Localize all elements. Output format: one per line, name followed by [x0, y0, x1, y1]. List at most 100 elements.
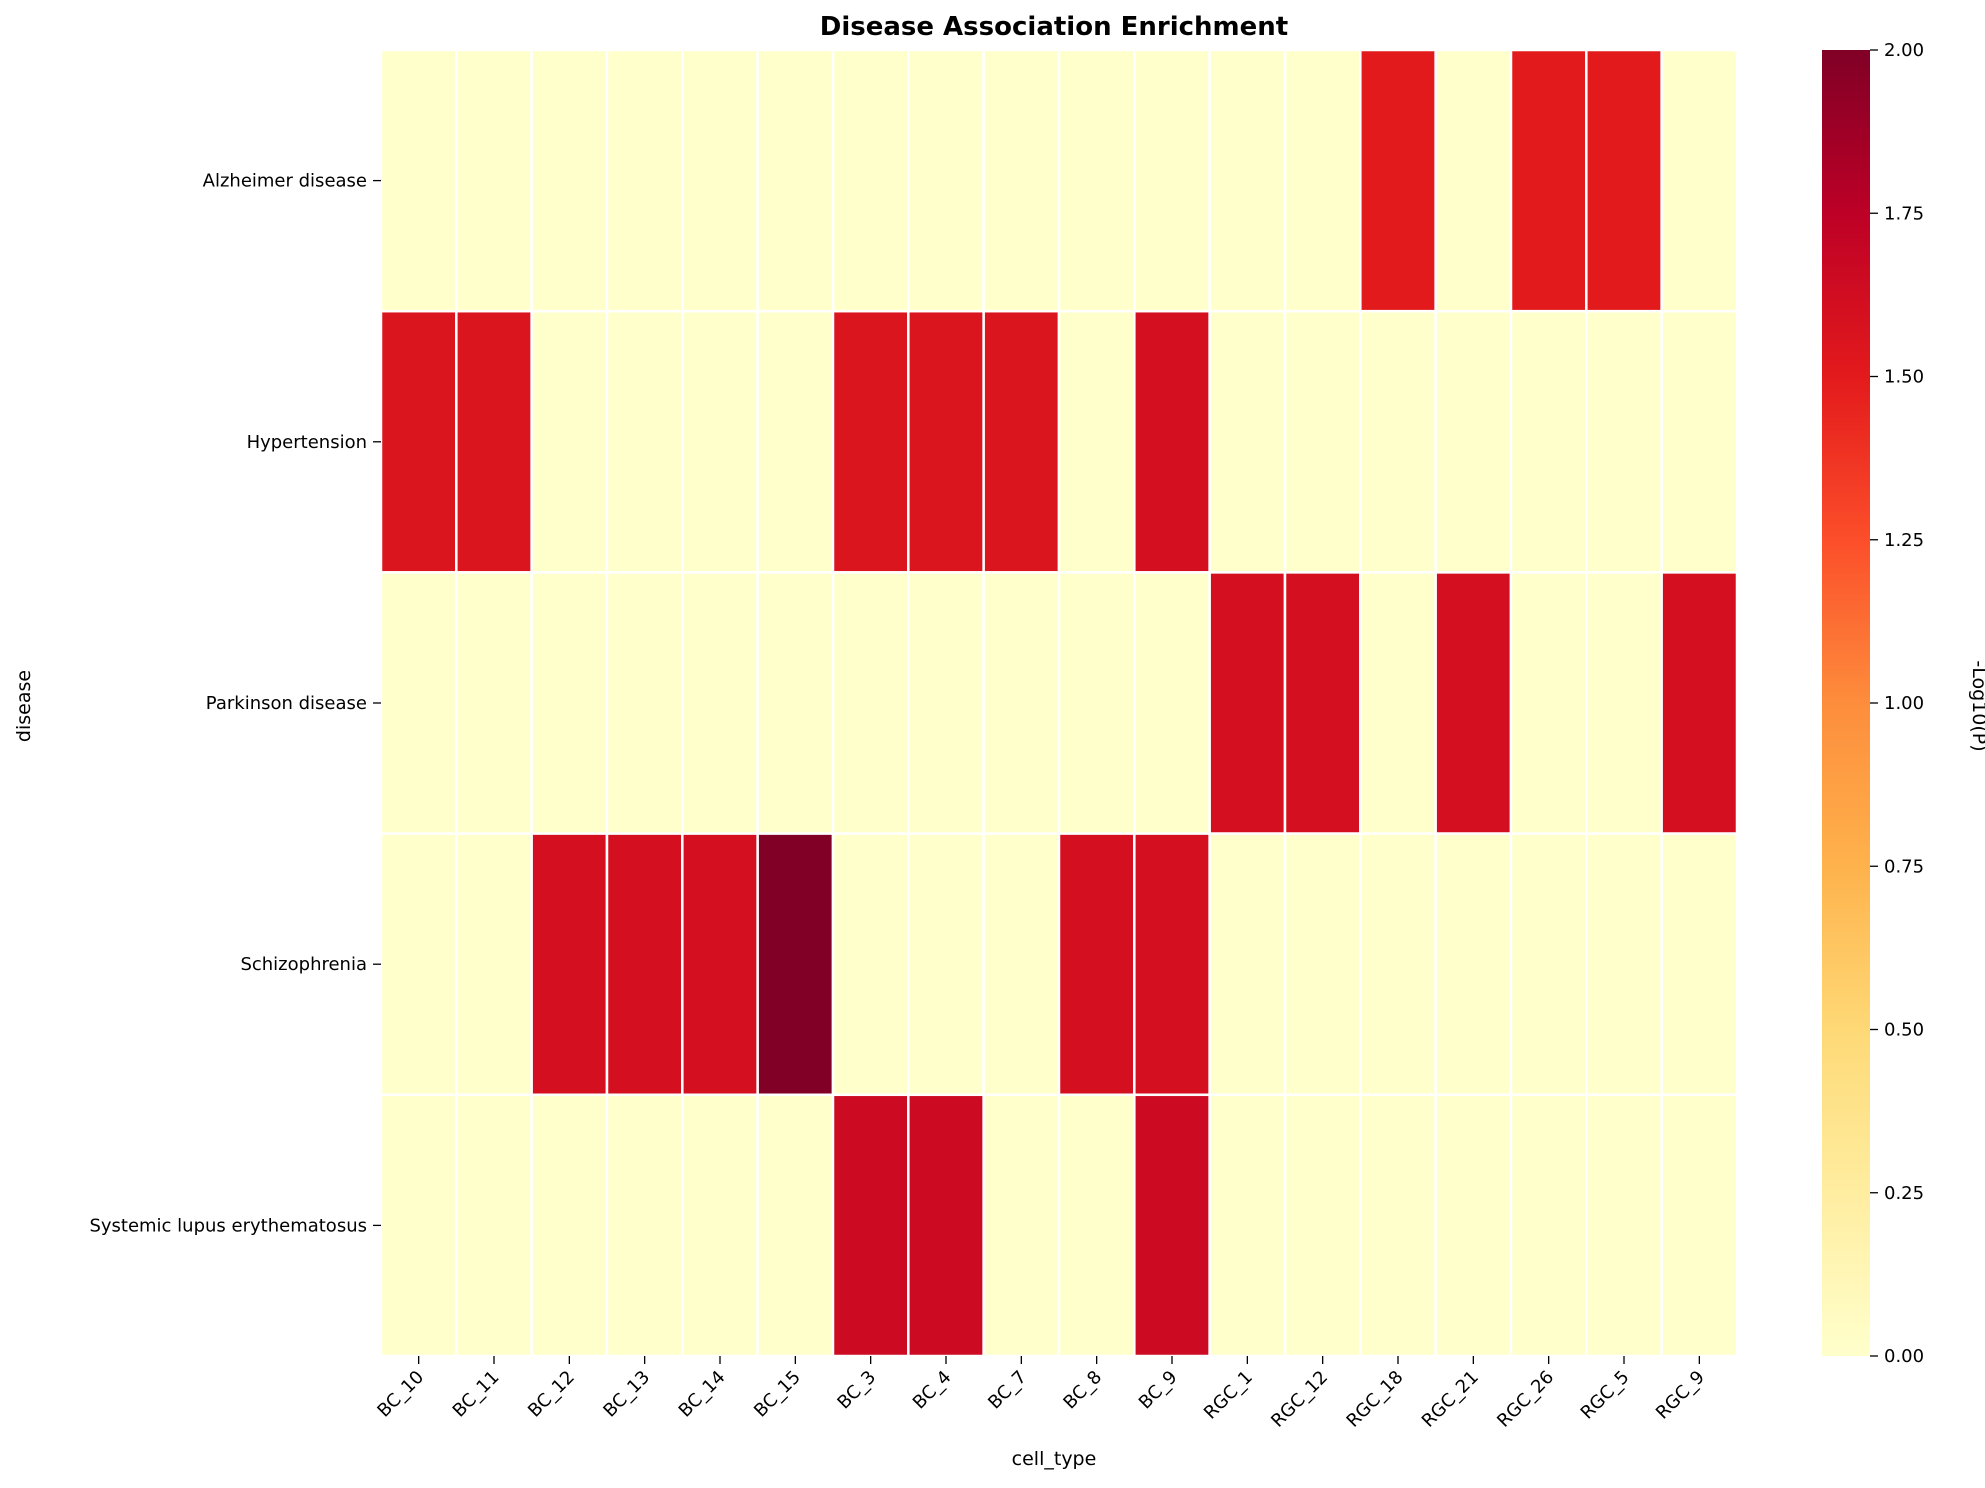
heatmap-cell	[379, 1093, 458, 1358]
heatmap-cell	[1434, 571, 1513, 835]
heatmap-cell	[831, 48, 910, 313]
heatmap-cell	[756, 309, 835, 574]
colorbar-ticks: 0.00 0.25 0.50 0.75 1.00 1.25 1.50 1.75 2.00	[1870, 40, 1924, 1367]
heatmap-cell	[379, 309, 458, 574]
heatmap-cell	[1434, 48, 1513, 313]
heatmap-cell	[1208, 309, 1287, 574]
x-tick-label: BC_13	[599, 1367, 654, 1422]
heatmap-cell	[1283, 832, 1362, 1097]
heatmap-cell	[1585, 309, 1663, 574]
heatmap-cell	[982, 309, 1061, 574]
heatmap-cell	[1057, 832, 1136, 1097]
y-tick-label: Systemic lupus erythematosus	[89, 1215, 367, 1236]
x-tick-label: BC_15	[750, 1367, 805, 1422]
x-tick-label: RGC_18	[1343, 1367, 1408, 1432]
heatmap-cell	[605, 309, 684, 574]
y-tick-label: Parkinson disease	[206, 693, 367, 714]
x-axis-label: cell_type	[1012, 1448, 1097, 1470]
x-tick-label: BC_11	[449, 1367, 504, 1422]
chart-title: Disease Association Enrichment	[820, 12, 1288, 42]
heatmap-cell	[982, 571, 1061, 835]
heatmap-cell	[1660, 48, 1739, 313]
y-axis-label: disease	[13, 670, 35, 742]
heatmap-cell	[455, 832, 533, 1097]
heatmap-cell	[907, 571, 985, 835]
heatmap-cell	[907, 309, 985, 574]
heatmap-cell	[1585, 1093, 1663, 1358]
heatmap-cell	[681, 1093, 759, 1358]
heatmap-cell	[605, 571, 684, 835]
heatmap-cell	[1585, 832, 1663, 1097]
heatmap-cell	[1660, 1093, 1739, 1358]
heatmap-cell	[831, 1093, 910, 1358]
heatmap-cell	[379, 48, 458, 313]
heatmap-cell	[455, 309, 533, 574]
x-tick-label: BC_10	[373, 1367, 428, 1422]
heatmap-cell	[1283, 1093, 1362, 1358]
heatmap-cell	[1359, 571, 1437, 835]
y-axis-ticks: Alzheimer disease Hypertension Parkinson d…	[89, 171, 381, 1236]
heatmap-cell	[1509, 1093, 1588, 1358]
heatmap-cell	[605, 1093, 684, 1358]
heatmap-cell	[1133, 48, 1211, 313]
heatmap-cell	[1585, 48, 1663, 313]
heatmap-cell	[455, 48, 533, 313]
heatmap-cell	[756, 48, 835, 313]
y-tick-label: Schizophrenia	[240, 954, 367, 975]
heatmap-cell	[756, 832, 835, 1097]
heatmap-cell	[1208, 1093, 1287, 1358]
x-tick-label: RGC_12	[1267, 1367, 1332, 1432]
heatmap-cell	[1509, 48, 1588, 313]
heatmap-cell	[756, 1093, 835, 1358]
x-tick-label: BC_9	[1135, 1367, 1182, 1414]
x-tick-label: BC_8	[1059, 1367, 1106, 1414]
colorbar-tick-label: 1.25	[1884, 530, 1924, 551]
heatmap-cell	[1359, 48, 1437, 313]
heatmap-cell	[1208, 571, 1287, 835]
heatmap-cell	[530, 48, 609, 313]
heatmap-cell	[982, 48, 1061, 313]
heatmap-cell	[1208, 48, 1287, 313]
x-tick-label: BC_3	[833, 1367, 880, 1414]
heatmap-cell	[982, 832, 1061, 1097]
heatmap-cell	[530, 832, 609, 1097]
heatmap-cell	[1434, 832, 1513, 1097]
heatmap-cell	[1585, 571, 1663, 835]
heatmap-cell	[530, 1093, 609, 1358]
heatmap-cell	[1133, 832, 1211, 1097]
heatmap-cell	[1283, 309, 1362, 574]
x-tick-label: RGC_26	[1493, 1367, 1558, 1432]
heatmap-cell	[831, 832, 910, 1097]
heatmap-cell	[1434, 1093, 1513, 1358]
heatmap-cell	[455, 1093, 533, 1358]
x-tick-label: BC_7	[984, 1367, 1031, 1414]
heatmap-cell	[681, 832, 759, 1097]
heatmap-cell	[1660, 571, 1739, 835]
heatmap-cell	[1057, 1093, 1136, 1358]
heatmap-cell	[681, 309, 759, 574]
heatmap-cell	[1208, 832, 1287, 1097]
heatmap-cell	[605, 832, 684, 1097]
colorbar-label: -Log10(P)	[1968, 660, 1985, 751]
heatmap-cell	[379, 571, 458, 835]
colorbar-tick-label: 1.00	[1884, 693, 1924, 714]
heatmap-cell	[1660, 309, 1739, 574]
heatmap-cell	[1359, 832, 1437, 1097]
heatmap-cell	[1133, 309, 1211, 574]
x-axis-ticks: BC_10 BC_11 BC_12 BC_13 BC_14 BC_15 BC_3 BC_4 BC…	[373, 1356, 1709, 1432]
colorbar-tick-label: 1.75	[1884, 203, 1924, 224]
x-tick-label: BC_14	[675, 1367, 730, 1422]
colorbar-tick-label: 2.00	[1884, 40, 1924, 61]
heatmap-cell	[1434, 309, 1513, 574]
heatmap-cell	[455, 571, 533, 835]
x-tick-label: RGC_9	[1652, 1367, 1709, 1424]
heatmap-cell	[907, 832, 985, 1097]
heatmap-cell	[605, 48, 684, 313]
heatmap-cell	[1133, 1093, 1211, 1358]
heatmap-cell	[530, 309, 609, 574]
heatmap-cell	[831, 571, 910, 835]
heatmap-cell	[681, 48, 759, 313]
heatmap-cell	[530, 571, 609, 835]
y-tick-label: Alzheimer disease	[203, 171, 367, 192]
